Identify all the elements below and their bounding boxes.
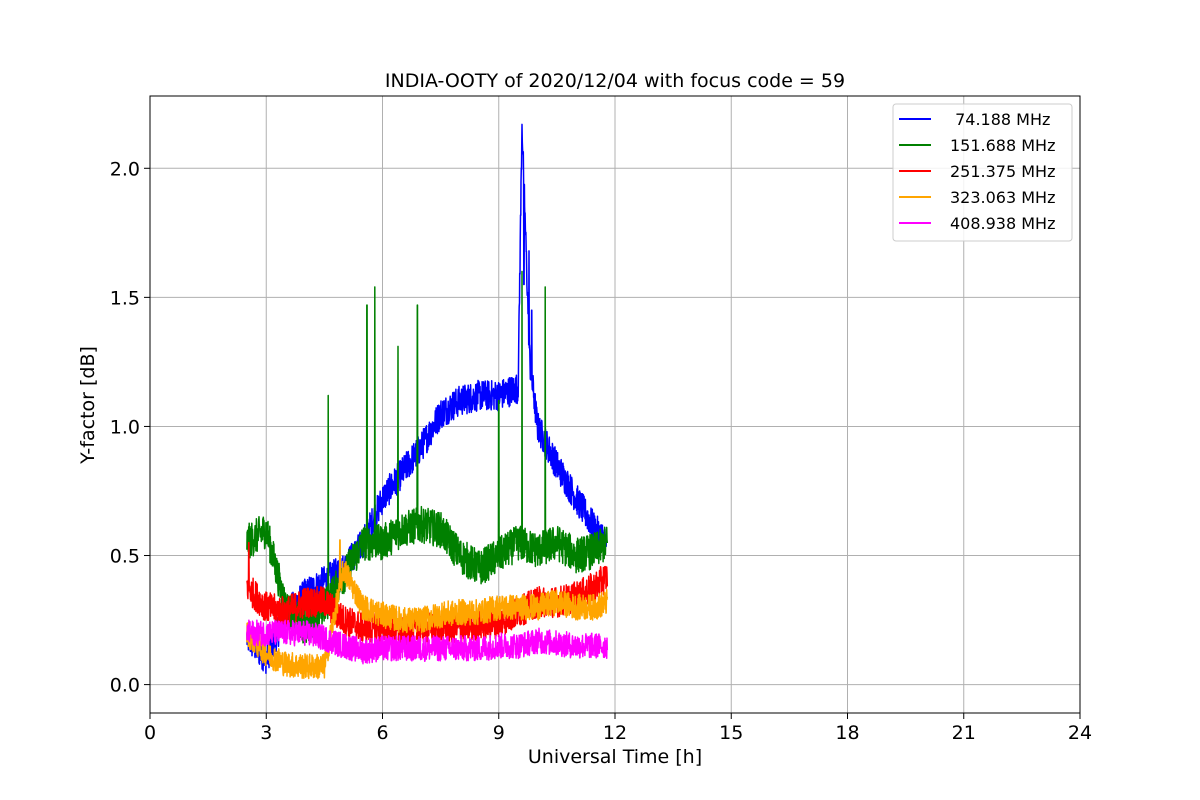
legend-box xyxy=(892,103,1073,242)
legend-label-408: 408.938 MHz xyxy=(950,214,1055,233)
legend-label-323: 323.063 MHz xyxy=(950,188,1055,207)
y-tick-label: 0.5 xyxy=(110,546,140,568)
y-axis-label: Y-factor [dB] xyxy=(77,346,99,465)
x-tick-label: 3 xyxy=(260,722,272,744)
series-line-323-mhz xyxy=(246,539,609,680)
legend: 74.188 MHz 151.688 MHz 251.375 MHz 323.063 … xyxy=(892,103,1073,242)
legend-label-74: 74.188 MHz xyxy=(950,110,1050,129)
x-tick-label: 9 xyxy=(493,722,505,744)
x-tick-label: 12 xyxy=(603,722,627,744)
legend-label-151: 151.688 MHz xyxy=(950,136,1055,155)
legend-label-251: 251.375 MHz xyxy=(950,162,1055,181)
series-layer xyxy=(246,123,609,680)
x-axis-label: Universal Time [h] xyxy=(528,746,702,768)
x-tick-label: 21 xyxy=(952,722,976,744)
x-tick-label: 0 xyxy=(144,722,156,744)
chart-title: INDIA-OOTY of 2020/12/04 with focus code… xyxy=(385,70,845,92)
x-tick-label: 18 xyxy=(835,722,859,744)
x-tick-label: 24 xyxy=(1068,722,1092,744)
x-tick-label: 15 xyxy=(719,722,743,744)
y-tick-label: 1.0 xyxy=(110,416,140,438)
y-tick-label: 1.5 xyxy=(110,287,140,309)
y-tick-label: 0.0 xyxy=(110,675,140,697)
y-tick-label: 2.0 xyxy=(110,158,140,180)
series-line-408-mhz xyxy=(246,619,609,665)
x-tick-label: 6 xyxy=(376,722,388,744)
axis-ticks: 0 3 6 9 12 15 18 21 24 0.0 0.5 1.0 1.5 2.0 xyxy=(110,158,1092,744)
